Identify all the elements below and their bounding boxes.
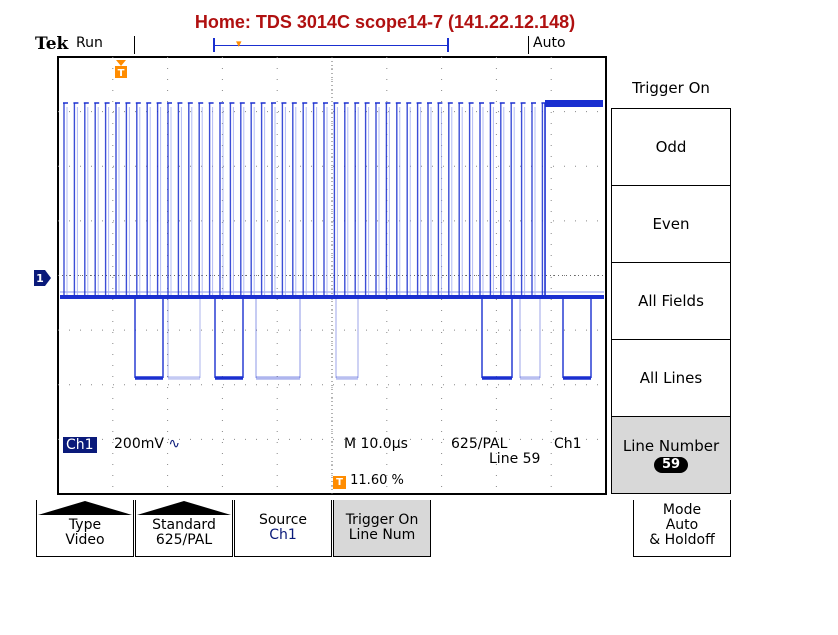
side-button-even[interactable]: Even	[612, 185, 731, 262]
trigger-position-marker-icon: T	[115, 60, 127, 79]
bottom-button-value: Video	[65, 532, 105, 548]
bottom-button-value: Auto	[665, 517, 699, 533]
side-button-label: All Lines	[639, 369, 703, 387]
side-button-all-lines[interactable]: All Lines	[612, 339, 731, 416]
trigger-position-value: 11.60 %	[350, 473, 404, 488]
record-view-bar	[213, 45, 449, 46]
record-view-right-bracket	[447, 38, 449, 52]
bottom-button-value: Ch1	[269, 527, 297, 543]
video-standard-readout: 625/PAL	[451, 436, 508, 452]
bottom-button-value: 625/PAL	[155, 532, 213, 548]
trigger-mode-status: Auto	[533, 35, 566, 51]
coupling-icon: ∿	[168, 436, 181, 452]
side-button-label: All Fields	[638, 292, 704, 310]
side-button-all-fields[interactable]: All Fields	[612, 262, 731, 339]
brand-logo: Tek	[35, 34, 69, 54]
volts-per-div-value: 200mV	[114, 436, 164, 452]
side-button-label: Line Number	[622, 437, 720, 455]
line-number-value: 59	[653, 457, 689, 473]
trigger-position-readout: T 11.60 %	[333, 473, 404, 489]
side-button-line-number[interactable]: Line Number 59	[612, 416, 731, 494]
record-trigger-marker-icon: ▾	[236, 37, 242, 50]
bottom-button-label: Trigger On	[345, 512, 419, 528]
side-button-label: Even	[652, 215, 690, 233]
trigger-position-icon: T	[333, 476, 346, 489]
side-menu-title: Trigger On	[611, 68, 731, 109]
popup-indicator-icon	[137, 501, 231, 515]
bottom-button-trigger-on[interactable]: Trigger On Line Num	[333, 500, 431, 557]
bottom-button-label: Mode	[662, 502, 702, 518]
bottom-button-type[interactable]: Type Video	[36, 500, 134, 557]
ch1-indicator: Ch1	[63, 437, 97, 453]
bottom-button-label: Standard	[152, 517, 216, 533]
bottom-button-source[interactable]: Source Ch1	[234, 500, 332, 557]
side-menu: Odd Even All Fields All Lines Line Numbe…	[611, 108, 731, 494]
bottom-button-label: Type	[68, 517, 102, 533]
trigger-source-readout: Ch1	[554, 436, 582, 452]
trigger-line-readout: Line 59	[489, 451, 541, 467]
bottom-button-mode[interactable]: Mode Auto & Holdoff	[633, 500, 731, 557]
timebase-readout: M 10.0µs	[344, 436, 408, 452]
acquisition-state: Run	[76, 35, 103, 51]
trigger-marker-glyph: T	[118, 68, 125, 79]
bottom-button-label: Source	[258, 512, 308, 528]
ch1-marker-glyph: 1	[36, 272, 44, 285]
side-button-odd[interactable]: Odd	[612, 108, 731, 185]
bottom-button-standard[interactable]: Standard 625/PAL	[135, 500, 233, 557]
record-view-left-bracket	[213, 38, 215, 52]
popup-indicator-icon	[38, 501, 132, 515]
window-title: Home: TDS 3014C scope14-7 (141.22.12.148…	[194, 12, 576, 32]
side-button-label: Odd	[655, 138, 687, 156]
bottom-button-value: Line Num	[348, 527, 416, 543]
bottom-button-value-2: & Holdoff	[649, 532, 715, 548]
volts-per-div-readout: 200mV ∿	[114, 436, 180, 452]
status-divider	[134, 36, 135, 54]
status-divider-right	[528, 36, 529, 54]
waveform-trace-ch1	[60, 100, 604, 380]
ch1-ground-marker-icon: 1	[34, 270, 51, 286]
